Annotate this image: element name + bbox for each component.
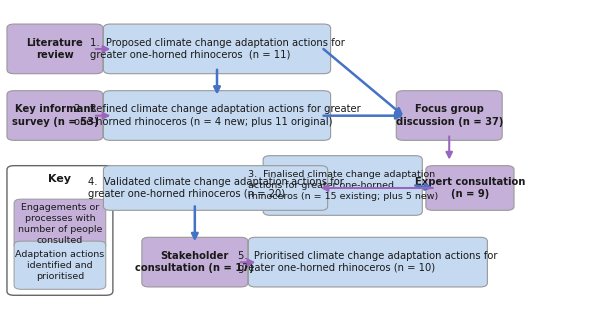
FancyBboxPatch shape bbox=[426, 166, 514, 210]
FancyBboxPatch shape bbox=[142, 237, 248, 287]
FancyBboxPatch shape bbox=[7, 166, 113, 295]
FancyBboxPatch shape bbox=[14, 241, 106, 289]
FancyBboxPatch shape bbox=[103, 91, 331, 140]
FancyBboxPatch shape bbox=[14, 199, 106, 249]
Text: 1.  Proposed climate change adaptation actions for
greater one-horned rhinoceros: 1. Proposed climate change adaptation ac… bbox=[89, 38, 344, 60]
Text: Literature
review: Literature review bbox=[26, 38, 83, 60]
Text: Stakeholder
consultation (n = 17): Stakeholder consultation (n = 17) bbox=[136, 251, 254, 273]
Text: 4.  Validated climate change adaptation actions for
greater one-horned rhinocero: 4. Validated climate change adaptation a… bbox=[88, 177, 343, 199]
Text: Focus group
discussion (n = 37): Focus group discussion (n = 37) bbox=[395, 104, 503, 127]
Text: Expert consultation
(n = 9): Expert consultation (n = 9) bbox=[415, 177, 525, 199]
Text: 3.  Finalised climate change adaptation
actions for greater one-horned
rhinocero: 3. Finalised climate change adaptation a… bbox=[248, 170, 438, 201]
Text: Key informant
survey (n = 53): Key informant survey (n = 53) bbox=[11, 104, 98, 127]
FancyBboxPatch shape bbox=[7, 24, 103, 74]
Text: 2.  Refined climate change adaptation actions for greater
one-horned rhinoceros : 2. Refined climate change adaptation act… bbox=[74, 104, 361, 127]
FancyBboxPatch shape bbox=[7, 91, 103, 140]
Text: Adaptation actions
identified and
prioritised: Adaptation actions identified and priori… bbox=[16, 250, 104, 281]
FancyBboxPatch shape bbox=[396, 91, 502, 140]
Text: Engagements or
processes with
number of people
consulted: Engagements or processes with number of … bbox=[18, 203, 102, 245]
FancyBboxPatch shape bbox=[248, 237, 487, 287]
Text: Key: Key bbox=[49, 174, 71, 184]
Text: 5.  Prioritised climate change adaptation actions for
greater one-horned rhinoce: 5. Prioritised climate change adaptation… bbox=[238, 251, 497, 273]
FancyBboxPatch shape bbox=[103, 24, 331, 74]
FancyBboxPatch shape bbox=[103, 166, 328, 210]
FancyBboxPatch shape bbox=[263, 156, 422, 215]
